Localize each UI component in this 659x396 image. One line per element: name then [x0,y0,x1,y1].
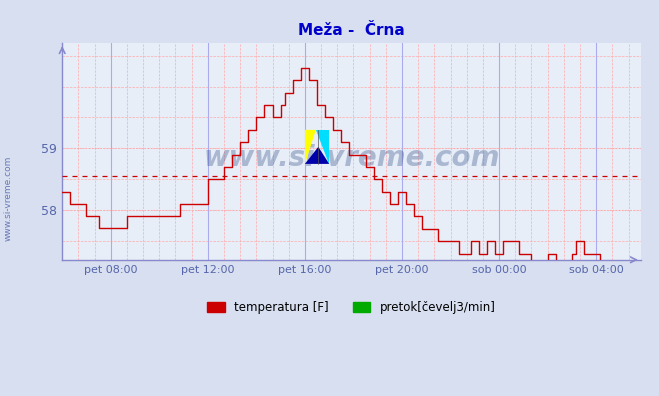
Text: www.si-vreme.com: www.si-vreme.com [3,155,13,241]
Title: Meža -  Črna: Meža - Črna [298,23,405,38]
Polygon shape [305,130,316,164]
Text: www.si-vreme.com: www.si-vreme.com [203,144,500,172]
Polygon shape [316,130,330,164]
Polygon shape [305,147,330,164]
Legend: temperatura [F], pretok[čevelj3/min]: temperatura [F], pretok[čevelj3/min] [202,296,500,319]
